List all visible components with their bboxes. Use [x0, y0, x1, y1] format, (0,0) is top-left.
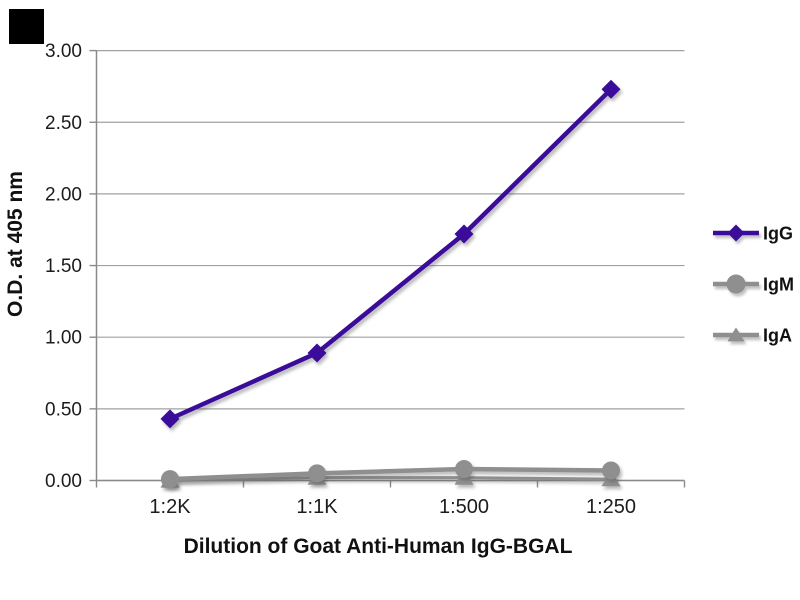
series-line [169, 466, 612, 482]
legend-marker-triangle [713, 327, 759, 342]
series-igm [161, 460, 620, 489]
x-axis-tick-labels: 1:2K 1:1K 1:500 1:250 [149, 496, 636, 518]
legend-marker-diamond [713, 224, 759, 242]
y-tick-label: 1.50 [45, 256, 82, 277]
circle-marker [161, 470, 179, 489]
x-axis-title: Dilution of Goat Anti-Human IgG-BGAL [184, 535, 573, 558]
circle-marker [726, 274, 746, 294]
y-tick-label: 2.00 [45, 184, 82, 205]
series-igg [160, 79, 621, 429]
circle-marker [455, 460, 473, 479]
black-corner-watermark [9, 9, 44, 44]
diamond-marker [307, 343, 327, 363]
y-tick-label: 0.00 [45, 471, 82, 492]
circle-marker [308, 464, 326, 483]
y-tick-label: 2.50 [45, 113, 82, 134]
diamond-marker [160, 409, 180, 429]
y-tick-label: 0.50 [45, 399, 82, 420]
x-tick-label: 1:1K [296, 496, 338, 518]
circle-marker [602, 461, 620, 480]
y-axis-ticks [89, 49, 97, 482]
y-axis-tick-labels: 3.00 2.50 2.00 1.50 1.00 0.50 0.00 [45, 41, 82, 492]
series-line [169, 476, 612, 482]
legend: IgG IgM IgA [713, 224, 794, 346]
x-tick-label: 1:250 [586, 496, 636, 518]
series-layer [160, 79, 621, 489]
triangle-marker [727, 327, 745, 342]
y-axis-title: O.D. at 405 nm [4, 171, 27, 317]
legend-item-igm: IgM [713, 274, 794, 295]
gridlines [96, 49, 685, 482]
series-line [169, 87, 613, 421]
diamond-marker [727, 224, 745, 242]
legend-label: IgM [763, 275, 794, 295]
legend-marker-circle [713, 274, 759, 294]
legend-item-igg: IgG [713, 224, 793, 244]
diamond-marker [454, 224, 474, 244]
y-tick-label: 1.00 [45, 328, 82, 349]
legend-item-iga: IgA [713, 326, 792, 346]
x-tick-label: 1:2K [149, 496, 191, 518]
diamond-marker [601, 79, 621, 99]
legend-label: IgG [763, 224, 793, 244]
y-tick-label: 3.00 [45, 41, 82, 62]
x-tick-label: 1:500 [439, 496, 489, 518]
x-axis-ticks [95, 480, 686, 488]
legend-label: IgA [763, 326, 792, 346]
